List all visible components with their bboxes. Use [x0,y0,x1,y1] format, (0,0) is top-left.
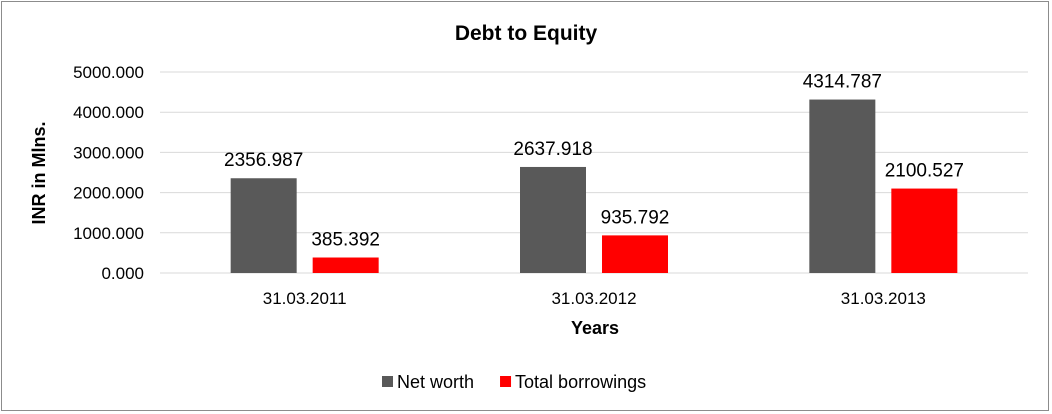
bar-net-worth [230,178,297,273]
gridlines [160,71,1028,274]
bar-total-borrowings [312,257,379,273]
legend-label: Total borrowings [515,372,646,392]
bar-total-borrowings [602,235,668,273]
bar-total-borrowings [891,188,958,273]
x-tick-label: 31.03.2012 [551,289,636,308]
bars [230,99,958,273]
y-tick-label: 2000.000 [73,184,144,203]
data-label: 385.392 [311,230,380,251]
y-axis-ticks: 0.000 1000.000 2000.000 3000.000 4000.000 500… [73,63,144,283]
legend-swatch-total-borrowings [500,376,512,387]
chart-title: Debt to Equity [455,22,598,45]
legend-swatch-net-worth [382,376,393,387]
data-label: 935.792 [601,207,670,228]
data-label: 2637.918 [513,139,592,160]
x-axis-ticks: 31.03.2011 31.03.2012 31.03.2013 [263,289,926,308]
data-label: 2356.987 [224,150,303,171]
y-tick-label: 3000.000 [73,143,144,162]
bar-net-worth [809,99,876,273]
y-axis-title: INR in Mlns. [29,122,49,225]
y-tick-label: 0.000 [101,264,144,283]
x-axis-title: Years [571,318,619,338]
y-tick-label: 1000.000 [73,224,144,243]
x-tick-label: 31.03.2011 [263,289,347,308]
data-labels: 2356.987 385.392 2637.918 935.792 4314.787 21… [224,72,964,251]
legend: Net worth Total borrowings [382,372,646,392]
data-label: 4314.787 [803,72,882,93]
data-label: 2100.527 [885,161,964,182]
legend-label: Net worth [397,372,474,392]
y-tick-label: 5000.000 [73,63,144,82]
x-tick-label: 31.03.2013 [841,289,926,308]
bar-net-worth [520,166,586,273]
y-tick-label: 4000.000 [73,103,144,122]
